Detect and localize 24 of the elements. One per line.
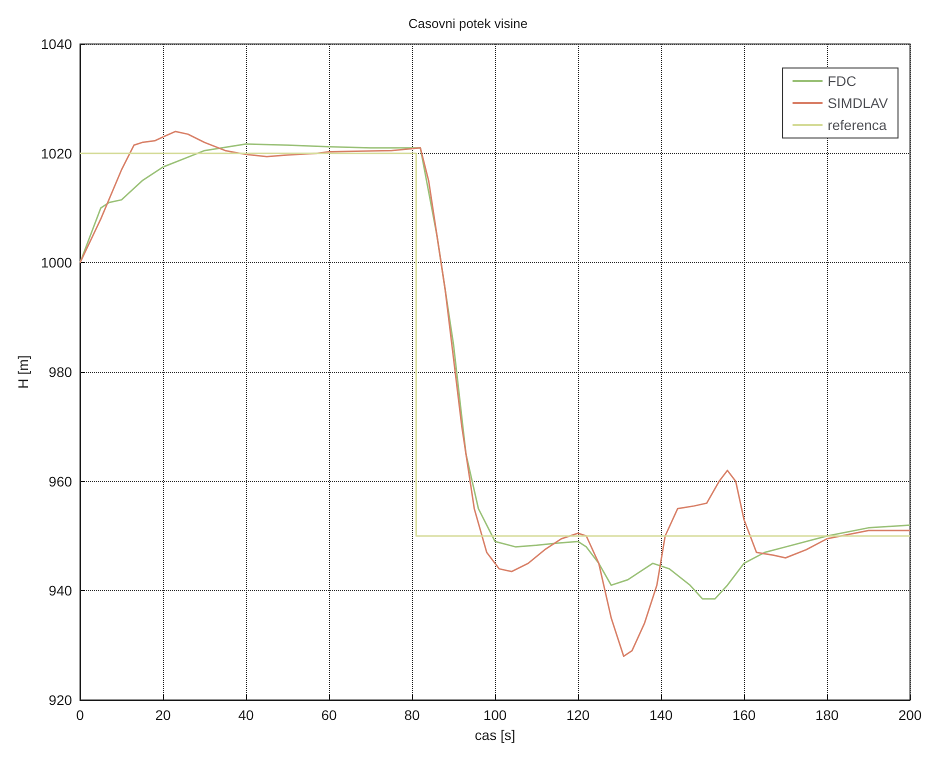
y-tick-label: 1040 (40, 36, 72, 52)
y-tick-label: 1000 (40, 254, 72, 271)
legend-label: referenca (828, 117, 887, 133)
x-tick-label: 40 (238, 707, 254, 723)
y-axis-title: H [m] (15, 355, 31, 389)
y-tick-label: 980 (48, 364, 72, 380)
x-tick-label: 200 (898, 707, 922, 723)
chart-title: Casovni potek visine (408, 16, 528, 31)
x-tick-label: 120 (566, 707, 590, 723)
legend-label: SIMDLAV (828, 95, 889, 111)
x-tick-label: 20 (155, 707, 172, 723)
x-tick-label: 140 (649, 707, 673, 723)
y-tick-label: 960 (48, 473, 72, 490)
legend-label: FDC (828, 73, 856, 89)
y-tick-label: 940 (48, 582, 72, 599)
x-tick-label: 180 (815, 707, 839, 723)
x-tick-label: 80 (404, 707, 420, 723)
y-tick-label: 1020 (40, 145, 72, 162)
x-tick-label: 100 (483, 707, 507, 723)
x-tick-label: 60 (321, 707, 338, 723)
x-tick-label: 160 (732, 707, 756, 723)
x-axis-title: cas [s] (474, 727, 516, 743)
x-tick-label: 0 (76, 707, 84, 723)
y-tick-label: 920 (48, 692, 72, 708)
